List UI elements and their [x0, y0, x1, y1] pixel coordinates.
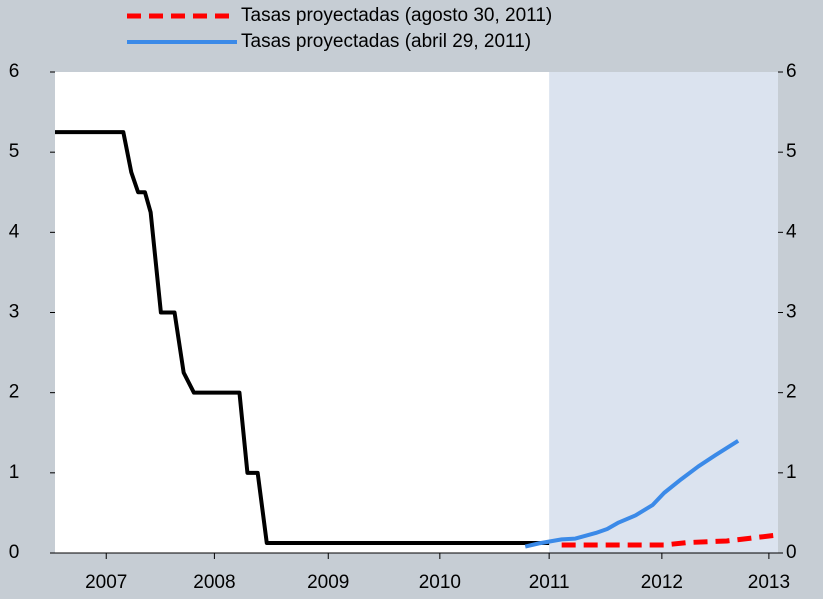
x-tick-label: 2009	[307, 572, 349, 593]
series-line	[55, 130, 550, 545]
y-tick-label: 5	[9, 141, 20, 162]
y2-tick-label: 2	[786, 382, 797, 403]
y2-tick-label: 4	[786, 221, 797, 242]
x-tick-label: 2012	[641, 572, 683, 593]
series-line	[561, 532, 775, 548]
legend-label: Tasas proyectadas (agosto 30, 2011)	[241, 5, 552, 26]
y-tick-label: 6	[9, 61, 20, 82]
x-tick-label: 2013	[748, 572, 790, 593]
x-tick-label: 2011	[529, 572, 570, 593]
y-tick-label: 2	[9, 382, 20, 403]
x-tick-label: 2007	[85, 572, 127, 593]
legend-label: Tasas proyectadas (abril 29, 2011)	[241, 31, 531, 52]
y-tick-label: 3	[9, 302, 20, 323]
y2-tick-label: 5	[786, 141, 797, 162]
y-tick-label: 1	[9, 462, 20, 483]
series-line	[524, 439, 740, 549]
projection-shade	[549, 72, 778, 553]
x-tick-label: 2008	[193, 572, 235, 593]
x-tick-label: 2010	[419, 572, 461, 593]
y-tick-label: 0	[9, 542, 20, 563]
y2-tick-label: 1	[786, 462, 797, 483]
y-tick-label: 4	[9, 221, 20, 242]
y2-tick-label: 6	[786, 61, 797, 82]
y2-tick-label: 3	[786, 302, 797, 323]
y2-tick-label: 0	[786, 542, 797, 563]
